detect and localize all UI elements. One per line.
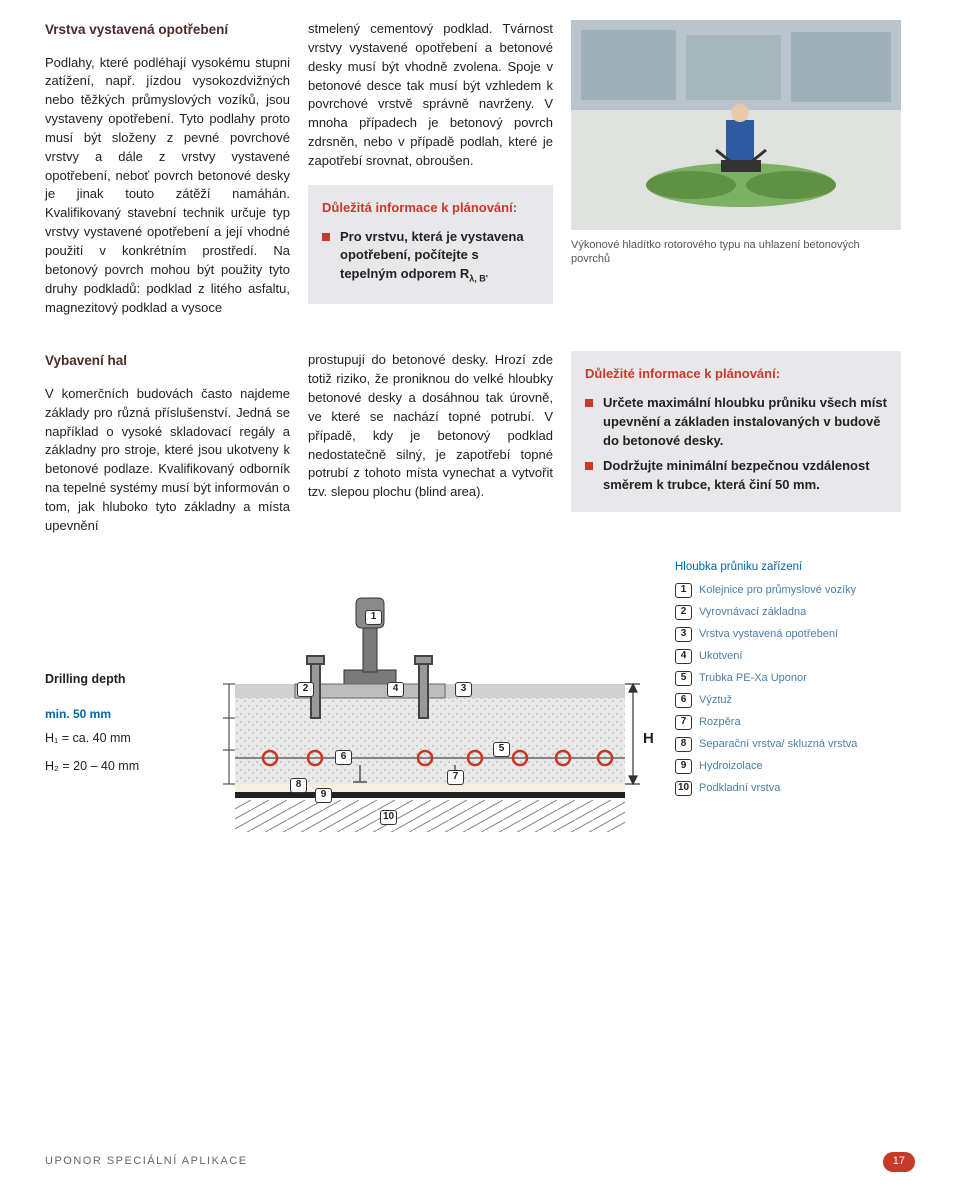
col-2-mid: prostupují do betonové desky. Hrozí zde … bbox=[308, 351, 553, 535]
badge-9: 9 bbox=[315, 788, 332, 803]
diagram-legend: Hloubka průniku zařízení 1Kolejnice pro … bbox=[675, 560, 860, 840]
legend-4: 4Ukotvení bbox=[675, 649, 860, 664]
cross-section-diagram: 1 2 3 4 5 6 7 8 9 10 H bbox=[215, 560, 655, 840]
footer-text: UPONOR SPECIÁLNÍ APLIKACE bbox=[45, 1154, 248, 1170]
section-2: Vybavení hal V komerčních budovách často… bbox=[45, 351, 915, 535]
badge-1: 1 bbox=[365, 610, 382, 625]
h2-label: H₂ = 20 – 40 mm bbox=[45, 757, 195, 775]
legend-8: 8Separační vrstva/ skluzná vrstva bbox=[675, 737, 860, 752]
badge-8: 8 bbox=[290, 778, 307, 793]
info-item-2b: Dodržujte minimální bezpečnou vzdálenost… bbox=[585, 457, 887, 495]
diagram-section: Drilling depth min. 50 mm H₁ = ca. 40 mm… bbox=[45, 560, 915, 840]
legend-title: Hloubka průniku zařízení bbox=[675, 560, 860, 575]
heading-hall: Vybavení hal bbox=[45, 351, 290, 371]
info-item-1-sub: λ, B' bbox=[469, 274, 488, 284]
legend-10: 10Podkladní vrstva bbox=[675, 781, 860, 796]
badge-2: 2 bbox=[297, 682, 314, 697]
legend-7: 7Rozpěra bbox=[675, 715, 860, 730]
para-2b: prostupují do betonové desky. Hrozí zde … bbox=[308, 351, 553, 502]
info-title-1: Důležitá informace k plánování: bbox=[322, 199, 539, 218]
min-50: min. 50 mm bbox=[45, 706, 195, 723]
col-2-right: Důležité informace k plánování: Určete m… bbox=[571, 351, 901, 535]
badge-4: 4 bbox=[387, 682, 404, 697]
info-list-2: Určete maximální hloubku průniku všech m… bbox=[585, 394, 887, 494]
info-item-1-text: Pro vrstvu, která je vystavena opotřeben… bbox=[340, 229, 524, 282]
col-1-mid: stmelený cementový podklad. Tvárnost vrs… bbox=[308, 20, 553, 317]
info-item-1: Pro vrstvu, která je vystavena opotřeben… bbox=[322, 228, 539, 286]
para-1b: stmelený cementový podklad. Tvárnost vrs… bbox=[308, 20, 553, 171]
legend-3: 3Vrstva vystavená opotřebení bbox=[675, 627, 860, 642]
badge-7: 7 bbox=[447, 770, 464, 785]
info-box-1: Důležitá informace k plánování: Pro vrst… bbox=[308, 185, 553, 304]
legend-1: 1Kolejnice pro průmyslové vozíky bbox=[675, 583, 860, 598]
page-footer: UPONOR SPECIÁLNÍ APLIKACE 17 bbox=[45, 1152, 915, 1172]
badge-10: 10 bbox=[380, 810, 397, 825]
photo-caption: Výkonové hladítko rotorového typu na uhl… bbox=[571, 238, 901, 267]
h-label: H bbox=[643, 728, 654, 750]
info-item-2a: Určete maximální hloubku průniku všech m… bbox=[585, 394, 887, 451]
badge-3: 3 bbox=[455, 682, 472, 697]
diagram-labels: Drilling depth min. 50 mm H₁ = ca. 40 mm… bbox=[45, 560, 195, 840]
info-list-1: Pro vrstvu, která je vystavena opotřeben… bbox=[322, 228, 539, 286]
para-2a: V komerčních budovách často najdeme zákl… bbox=[45, 385, 290, 536]
para-1a: Podlahy, které podléhají vysokému stupni… bbox=[45, 54, 290, 318]
section-1: Vrstva vystavená opotřebení Podlahy, kte… bbox=[45, 20, 915, 317]
photo-block: Výkonové hladítko rotorového typu na uhl… bbox=[571, 20, 901, 317]
legend-9: 9Hydroizolace bbox=[675, 759, 860, 774]
legend-6: 6Výztuž bbox=[675, 693, 860, 708]
drilling-depth-label: Drilling depth bbox=[45, 670, 195, 688]
info-box-2: Důležité informace k plánování: Určete m… bbox=[571, 351, 901, 512]
page-number: 17 bbox=[883, 1152, 915, 1172]
info-title-2: Důležité informace k plánování: bbox=[585, 365, 887, 384]
legend-5: 5Trubka PE-Xa Uponor bbox=[675, 671, 860, 686]
badge-6: 6 bbox=[335, 750, 352, 765]
col-2-left: Vybavení hal V komerčních budovách často… bbox=[45, 351, 290, 535]
photo-trowel-machine bbox=[571, 20, 901, 230]
badge-5: 5 bbox=[493, 742, 510, 757]
h1-label: H₁ = ca. 40 mm bbox=[45, 729, 195, 747]
legend-2: 2Vyrovnávací základna bbox=[675, 605, 860, 620]
heading-wear-layer: Vrstva vystavená opotřebení bbox=[45, 20, 290, 40]
col-1-left: Vrstva vystavená opotřebení Podlahy, kte… bbox=[45, 20, 290, 317]
